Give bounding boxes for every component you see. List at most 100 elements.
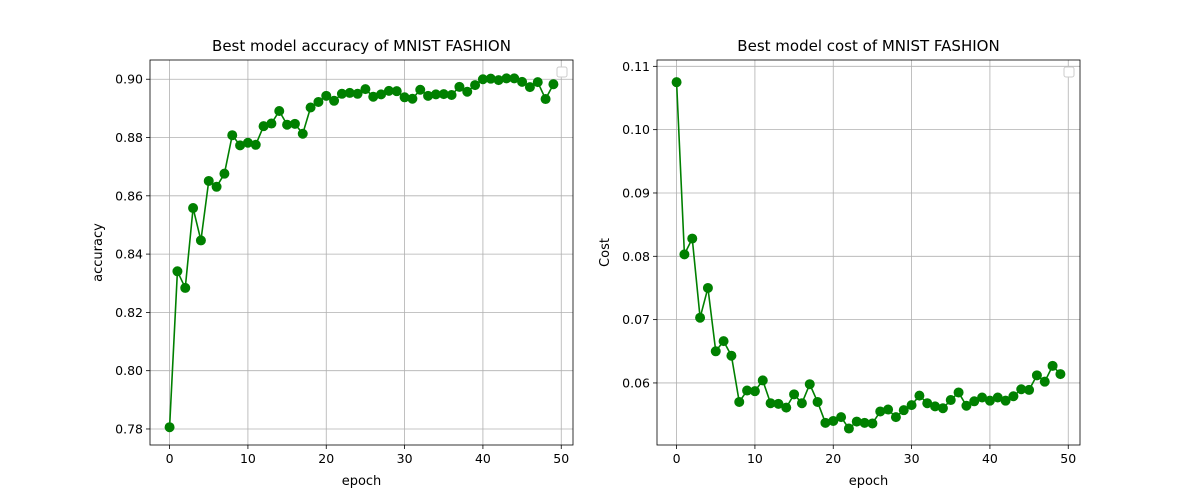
data-point (1031, 370, 1042, 381)
y-tick-label: 0.84 (115, 247, 143, 262)
data-point (1000, 395, 1011, 406)
x-tick-label: 20 (318, 451, 334, 466)
data-point (773, 398, 784, 409)
data-point (1008, 391, 1019, 402)
data-point (945, 395, 956, 406)
data-point (812, 396, 823, 407)
data-point (757, 375, 768, 386)
data-point (914, 390, 925, 401)
data-point (836, 412, 847, 423)
data-point (446, 89, 457, 100)
data-point (1055, 369, 1066, 380)
data-point (695, 312, 706, 323)
data-point (749, 386, 760, 397)
data-point (164, 422, 175, 433)
data-point (211, 181, 222, 192)
data-point (906, 400, 917, 411)
series-line (675, 82, 1061, 430)
x-tick-label: 50 (553, 451, 569, 466)
data-point (953, 387, 964, 398)
data-point (804, 379, 815, 390)
data-point (454, 81, 465, 92)
y-axis-label: accuracy (91, 223, 106, 282)
data-point (540, 94, 551, 105)
data-point (687, 233, 698, 244)
y-tick-label: 0.09 (622, 185, 650, 200)
data-point (274, 106, 285, 117)
y-tick-label: 0.80 (115, 363, 143, 378)
x-axis-label: epoch (342, 474, 382, 489)
data-point (227, 130, 238, 141)
data-point (883, 404, 894, 415)
y-tick-label: 0.78 (115, 421, 143, 436)
data-point (890, 412, 901, 423)
data-point (313, 96, 324, 107)
data-point (297, 128, 308, 139)
data-point (172, 266, 183, 277)
data-point (671, 77, 682, 88)
data-point (305, 102, 316, 113)
data-point (843, 423, 854, 434)
y-tick-label: 0.10 (622, 122, 650, 137)
x-axis-label: epoch (849, 474, 889, 489)
data-point (407, 93, 418, 104)
y-tick-label: 0.86 (115, 188, 143, 203)
data-point (524, 82, 535, 93)
x-tick-label: 0 (166, 451, 174, 466)
data-point (517, 76, 528, 87)
accuracy-chart: 0 10 20 30 40 50 0.78 0.80 0.82 0.84 0.86 0.88 0.90 B… (91, 37, 574, 489)
data-point (726, 350, 737, 361)
x-tick-label: 20 (825, 451, 841, 466)
plot-frame (656, 59, 1081, 446)
data-point (321, 90, 332, 101)
data-point (462, 86, 473, 97)
y-tick-label: 0.82 (115, 305, 143, 320)
x-tick-label: 0 (673, 451, 681, 466)
data-point (867, 418, 878, 429)
data-point (734, 396, 745, 407)
data-point (718, 336, 729, 347)
data-point (203, 175, 214, 186)
chart-title: Best model accuracy of MNIST FASHION (212, 37, 511, 55)
data-point (702, 282, 713, 293)
data-point (1024, 384, 1035, 395)
plot-frame (149, 59, 574, 446)
data-point (710, 346, 721, 357)
data-point (352, 88, 363, 99)
x-tick-label: 10 (240, 451, 256, 466)
data-point (391, 86, 402, 97)
y-tick-label: 0.11 (622, 59, 650, 74)
data-point (195, 235, 206, 246)
y-tick-label: 0.07 (622, 312, 650, 327)
data-point (415, 84, 426, 95)
y-tick-label: 0.88 (115, 130, 143, 145)
y-tick-label: 0.06 (622, 375, 650, 390)
x-tick-label: 50 (1060, 451, 1076, 466)
data-point (180, 282, 191, 293)
data-point (470, 80, 481, 91)
data-point (219, 168, 230, 179)
y-tick-label: 0.08 (622, 249, 650, 264)
legend-box (556, 66, 568, 78)
data-point (289, 118, 300, 129)
data-point (789, 389, 800, 400)
x-tick-label: 10 (747, 451, 763, 466)
chart-title: Best model cost of MNIST FASHION (737, 37, 999, 55)
series-line (168, 77, 555, 428)
legend-box (1063, 66, 1075, 78)
data-point (796, 398, 807, 409)
x-tick-label: 30 (397, 451, 413, 466)
data-point (969, 396, 980, 407)
y-tick-label: 0.90 (115, 72, 143, 87)
data-point (532, 77, 543, 88)
data-point (1047, 360, 1058, 371)
data-point (961, 400, 972, 411)
data-point (329, 95, 340, 106)
x-tick-label: 40 (982, 451, 998, 466)
data-point (898, 405, 909, 416)
data-point (548, 79, 559, 90)
data-point (679, 249, 690, 260)
data-point (266, 118, 277, 129)
data-point (250, 139, 261, 150)
